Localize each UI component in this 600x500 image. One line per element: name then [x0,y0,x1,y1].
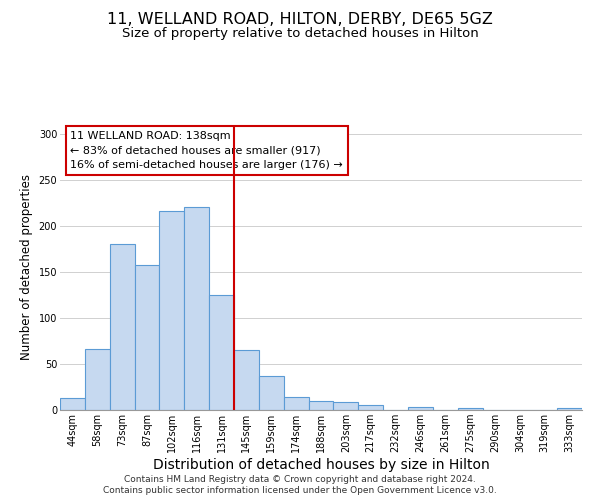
Bar [284,397,308,410]
Text: 11 WELLAND ROAD: 138sqm
← 83% of detached houses are smaller (917)
16% of semi-d: 11 WELLAND ROAD: 138sqm ← 83% of detache… [70,130,343,170]
Bar [458,408,482,410]
Y-axis label: Number of detached properties: Number of detached properties [20,174,33,360]
Bar [308,401,334,410]
Bar [358,406,383,410]
Bar [184,207,209,410]
Bar [408,407,433,410]
Bar [160,212,184,410]
Bar [85,350,110,410]
Bar [334,402,358,410]
Bar [557,408,582,410]
Bar [134,264,160,410]
Text: 11, WELLAND ROAD, HILTON, DERBY, DE65 5GZ: 11, WELLAND ROAD, HILTON, DERBY, DE65 5G… [107,12,493,28]
Text: Contains public sector information licensed under the Open Government Licence v3: Contains public sector information licen… [103,486,497,495]
Text: Size of property relative to detached houses in Hilton: Size of property relative to detached ho… [122,28,478,40]
X-axis label: Distribution of detached houses by size in Hilton: Distribution of detached houses by size … [152,458,490,472]
Bar [60,398,85,410]
Bar [259,376,284,410]
Bar [209,295,234,410]
Bar [234,350,259,410]
Bar [110,244,134,410]
Text: Contains HM Land Registry data © Crown copyright and database right 2024.: Contains HM Land Registry data © Crown c… [124,475,476,484]
